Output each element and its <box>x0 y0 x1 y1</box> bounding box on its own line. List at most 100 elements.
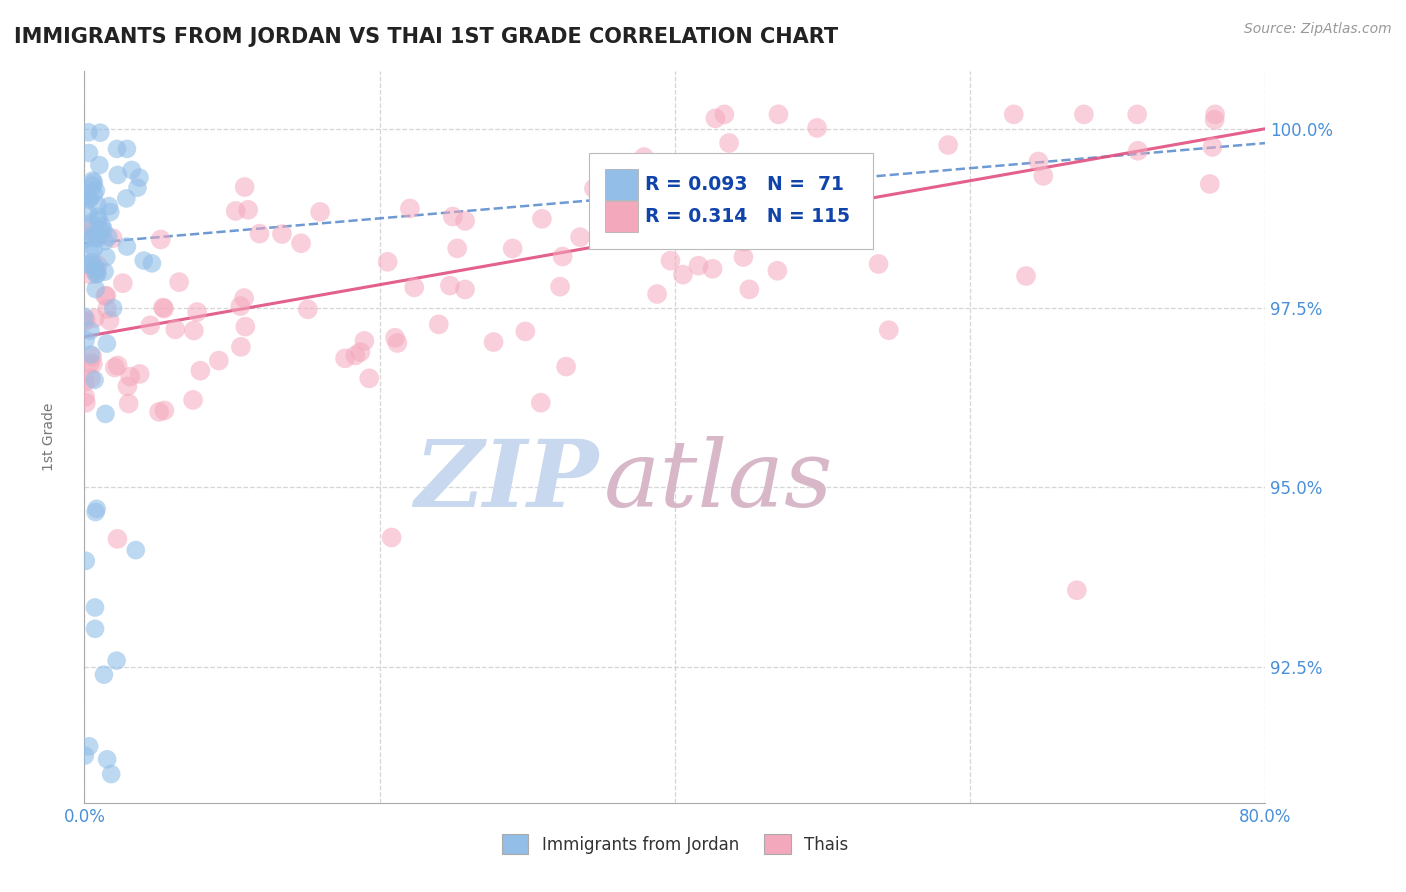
Point <box>688 259 710 273</box>
Legend: Immigrants from Jordan, Thais: Immigrants from Jordan, Thais <box>495 828 855 860</box>
Point <box>148 405 170 419</box>
Point <box>91 219 114 234</box>
Point <box>121 163 143 178</box>
Point <box>167 275 190 289</box>
Point <box>669 165 692 179</box>
Point <box>83 241 105 255</box>
Point <box>105 142 128 156</box>
Point <box>83 373 105 387</box>
Point <box>77 146 100 161</box>
Point <box>738 282 761 296</box>
Point <box>1002 107 1025 121</box>
Point <box>1028 154 1050 169</box>
Text: 1st Grade: 1st Grade <box>42 403 56 471</box>
Point <box>75 554 97 568</box>
FancyBboxPatch shape <box>589 153 873 249</box>
Point <box>645 287 668 301</box>
Point <box>83 223 105 237</box>
Point <box>208 353 231 368</box>
Point <box>86 231 108 245</box>
Point <box>384 331 406 345</box>
Point <box>77 125 100 139</box>
Point <box>233 180 256 194</box>
Text: R = 0.314   N = 115: R = 0.314 N = 115 <box>645 207 851 226</box>
Point <box>633 150 655 164</box>
Point <box>84 282 107 296</box>
Point <box>127 180 149 194</box>
Point <box>73 219 96 233</box>
Point <box>186 305 208 319</box>
Point <box>75 258 97 272</box>
Point <box>86 268 108 282</box>
Point <box>87 212 110 227</box>
Point <box>190 364 212 378</box>
Point <box>502 242 524 256</box>
Point <box>249 227 271 241</box>
Point <box>82 357 104 371</box>
Point <box>82 255 104 269</box>
Point <box>936 138 959 153</box>
Point <box>100 767 122 781</box>
Point <box>73 314 96 328</box>
Point <box>84 622 107 636</box>
Point <box>181 392 204 407</box>
Point <box>1204 107 1226 121</box>
Point <box>454 214 477 228</box>
Point <box>117 379 139 393</box>
Point <box>97 199 120 213</box>
Point <box>1204 112 1226 127</box>
Point <box>768 107 790 121</box>
Point <box>153 403 176 417</box>
Point <box>86 198 108 212</box>
Point <box>733 250 755 264</box>
Point <box>387 336 409 351</box>
Point <box>482 334 505 349</box>
Point <box>1126 107 1149 121</box>
Point <box>90 224 112 238</box>
Point <box>1066 583 1088 598</box>
Point <box>761 185 783 199</box>
Point <box>868 257 890 271</box>
Point <box>165 322 187 336</box>
Point <box>83 311 105 326</box>
Point <box>94 407 117 421</box>
Point <box>75 186 97 201</box>
Point <box>82 227 104 242</box>
Point <box>82 173 104 187</box>
Point <box>183 324 205 338</box>
Point <box>399 202 422 216</box>
Point <box>79 192 101 206</box>
Point <box>96 289 118 303</box>
Point <box>79 268 101 282</box>
Point <box>446 241 468 255</box>
Point <box>641 208 664 222</box>
Point <box>107 532 129 546</box>
Point <box>229 299 252 313</box>
Point <box>83 175 105 189</box>
Point <box>82 178 104 193</box>
Point <box>84 600 107 615</box>
Point <box>1032 169 1054 183</box>
Point <box>439 278 461 293</box>
Point <box>101 231 124 245</box>
Point <box>79 244 101 259</box>
Point <box>141 256 163 270</box>
FancyBboxPatch shape <box>605 169 638 200</box>
Point <box>290 236 312 251</box>
Point <box>107 359 129 373</box>
Point <box>98 205 121 219</box>
Point <box>427 318 450 332</box>
Point <box>75 396 97 410</box>
Point <box>93 265 115 279</box>
Point <box>73 748 96 763</box>
Point <box>86 263 108 277</box>
Point <box>93 667 115 681</box>
Point <box>1073 107 1095 121</box>
Point <box>97 230 120 244</box>
Point <box>1198 177 1220 191</box>
Point <box>75 375 97 389</box>
Point <box>120 369 142 384</box>
Point <box>89 126 111 140</box>
Point <box>98 313 121 327</box>
Point <box>118 396 141 410</box>
